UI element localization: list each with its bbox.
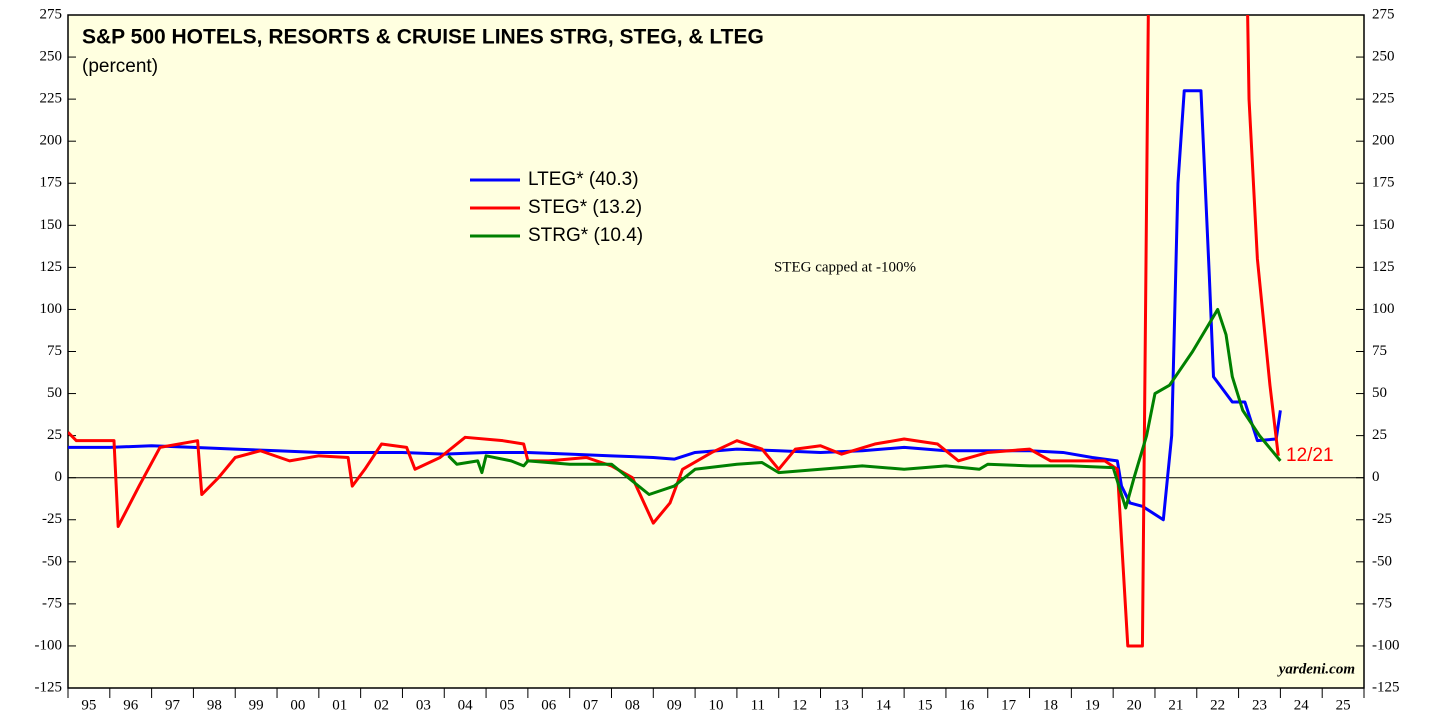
- x-tick-label: 06: [541, 697, 557, 713]
- x-tick-label: 97: [165, 697, 181, 713]
- annotation: STEG capped at -100%: [774, 259, 916, 275]
- x-tick-label: 18: [1043, 697, 1058, 713]
- x-tick-label: 14: [876, 697, 892, 713]
- y2-tick-label: -125: [1372, 679, 1400, 695]
- x-tick-label: 11: [751, 697, 765, 713]
- x-tick-label: 03: [416, 697, 431, 713]
- y2-tick-label: 25: [1372, 427, 1387, 443]
- x-tick-label: 01: [332, 697, 347, 713]
- y-tick-label: 225: [40, 91, 63, 107]
- y-tick-label: 175: [40, 175, 63, 191]
- y-tick-label: -50: [42, 553, 62, 569]
- y-tick-label: 25: [47, 427, 62, 443]
- series-layer: [68, 15, 1282, 648]
- x-tick-label: 21: [1168, 697, 1183, 713]
- x-tick-label: 13: [834, 697, 849, 713]
- y-tick-label: 125: [40, 259, 63, 275]
- legend-label: LTEG* (40.3): [528, 169, 639, 190]
- y2-tick-label: -75: [1372, 595, 1392, 611]
- y2-tick-label: 75: [1372, 343, 1387, 359]
- y2-tick-label: 150: [1372, 217, 1395, 233]
- chart-title: S&P 500 HOTELS, RESORTS & CRUISE LINES S…: [82, 26, 764, 49]
- y2-tick-label: 50: [1372, 385, 1387, 401]
- legend-label: STRG* (10.4): [528, 225, 643, 246]
- x-tick-label: 20: [1127, 697, 1142, 713]
- x-tick-label: 04: [458, 697, 474, 713]
- y2-tick-label: -25: [1372, 511, 1392, 527]
- y-tick-label: 250: [40, 49, 63, 65]
- x-tick-label: 07: [583, 697, 599, 713]
- x-tick-label: 12: [792, 697, 807, 713]
- y2-tick-label: 125: [1372, 259, 1395, 275]
- x-tick-label: 22: [1210, 697, 1225, 713]
- x-tick-label: 99: [249, 697, 264, 713]
- y2-tick-label: 175: [1372, 175, 1395, 191]
- x-tick-label: 10: [709, 697, 724, 713]
- y2-tick-label: 250: [1372, 49, 1395, 65]
- x-tick-label: 15: [918, 697, 933, 713]
- x-tick-label: 19: [1085, 697, 1100, 713]
- legend-label: STEG* (13.2): [528, 197, 642, 218]
- y-tick-label: 50: [47, 385, 62, 401]
- chart-subtitle: (percent): [82, 56, 158, 77]
- y2-tick-label: -50: [1372, 553, 1392, 569]
- x-tick-label: 16: [959, 697, 975, 713]
- line-series: [68, 15, 1280, 648]
- x-tick-label: 25: [1336, 697, 1351, 713]
- x-tick-label: 96: [123, 697, 139, 713]
- y-tick-label: -75: [42, 595, 62, 611]
- line-series: [447, 307, 1282, 510]
- line-series: [68, 89, 1282, 522]
- x-tick-label: 05: [499, 697, 514, 713]
- y-tick-label: 100: [40, 301, 63, 317]
- y2-tick-label: 0: [1372, 469, 1380, 485]
- y-tick-label: -25: [42, 511, 62, 527]
- x-tick-label: 09: [667, 697, 682, 713]
- plot-area: [67, 14, 1365, 689]
- x-tick-label: 02: [374, 697, 389, 713]
- y-tick-label: 0: [55, 469, 63, 485]
- annotation: 12/21: [1286, 445, 1334, 466]
- x-tick-label: 00: [290, 697, 305, 713]
- y-tick-label: 200: [40, 133, 63, 149]
- y2-tick-label: 275: [1372, 6, 1395, 22]
- y-tick-label: -125: [35, 679, 63, 695]
- y-tick-label: 75: [47, 343, 62, 359]
- x-tick-label: 23: [1252, 697, 1267, 713]
- y2-tick-label: 225: [1372, 91, 1395, 107]
- x-tick-label: 24: [1294, 697, 1310, 713]
- y-tick-label: 275: [40, 6, 63, 22]
- y2-tick-label: -100: [1372, 637, 1400, 653]
- x-tick-label: 08: [625, 697, 640, 713]
- x-tick-label: 17: [1001, 697, 1017, 713]
- watermark: yardeni.com: [1277, 661, 1355, 677]
- x-tick-label: 95: [81, 697, 96, 713]
- x-tick-label: 98: [207, 697, 222, 713]
- y2-tick-label: 100: [1372, 301, 1395, 317]
- y-tick-label: 150: [40, 217, 63, 233]
- y-tick-label: -100: [35, 637, 63, 653]
- y2-tick-label: 200: [1372, 133, 1395, 149]
